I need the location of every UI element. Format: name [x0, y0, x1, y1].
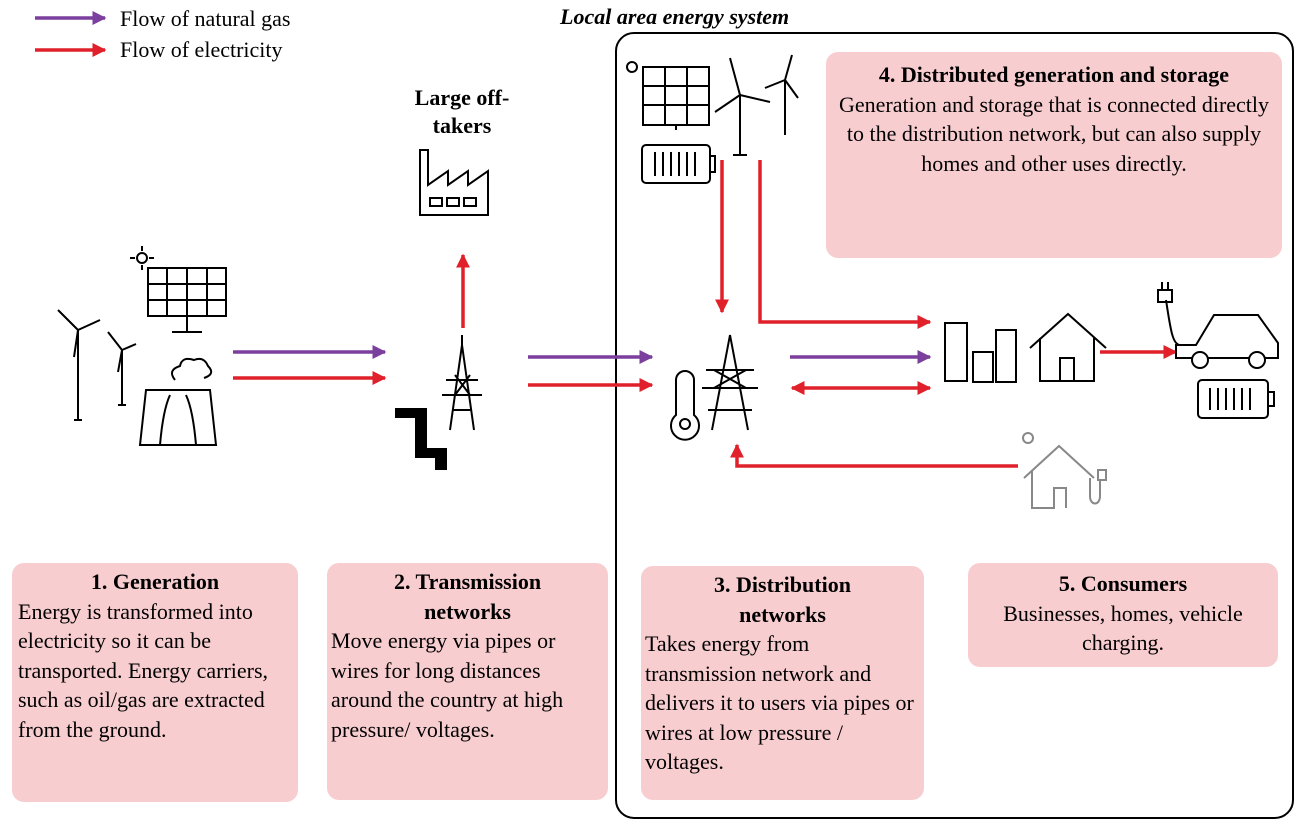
info-box: 2. Transmission networks Move energy via …: [327, 563, 608, 800]
local-area-title: Local area energy system: [560, 4, 790, 29]
arrows: [35, 11, 1178, 468]
box-title: 4. Distributed generation and storage: [878, 62, 1230, 87]
box-title: 1. Generation: [90, 569, 220, 594]
info-box: 1. Generation Energy is transformed into …: [12, 563, 298, 802]
icons: [57, 54, 1279, 509]
legend-label: Flow of electricity: [120, 37, 283, 62]
large-offtakers-label: Large off-takers: [414, 85, 510, 138]
box-body: Takes energy from transmission network a…: [645, 631, 914, 774]
info-box: 3. Distribution networks Takes energy fro…: [641, 566, 924, 800]
info-box: 4. Distributed generation and storage Gen…: [826, 52, 1282, 258]
box-body: Energy is transformed into electricity s…: [18, 598, 269, 742]
box-title: 3. Distribution networks: [714, 572, 851, 627]
local-area-frame: [615, 32, 1294, 819]
box-title: 5. Consumers: [1058, 571, 1188, 596]
box-body: Businesses, homes, vehicle charging.: [1003, 600, 1243, 656]
box-title: 2. Transmission networks: [393, 569, 542, 624]
info-box: 5. Consumers Businesses, homes, vehicle c…: [968, 563, 1278, 667]
box-body: Move energy via pipes or wires for long …: [331, 628, 564, 742]
box-body: Generation and storage that is connected…: [838, 91, 1270, 176]
legend-label: Flow of natural gas: [120, 6, 291, 31]
